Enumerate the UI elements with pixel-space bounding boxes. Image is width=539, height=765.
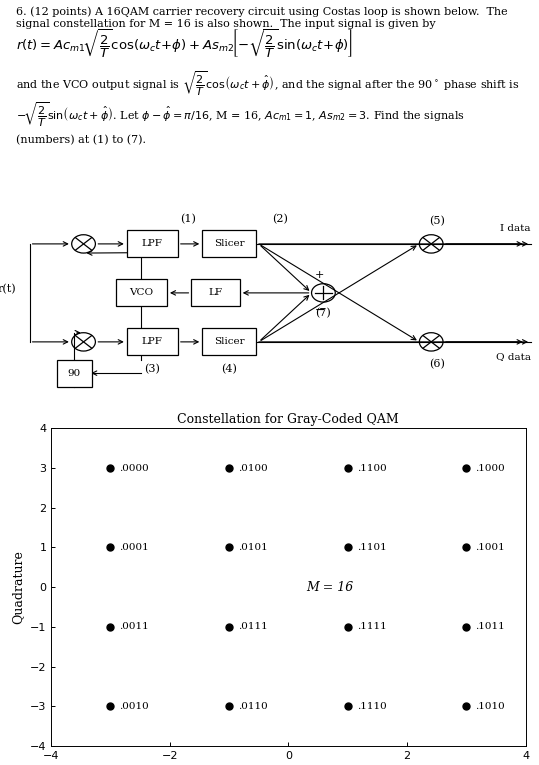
Text: .0001: .0001	[120, 543, 149, 552]
Text: −: −	[315, 304, 325, 317]
Text: I data: I data	[500, 224, 531, 233]
Text: (numbers) at (1) to (7).: (numbers) at (1) to (7).	[16, 135, 146, 145]
Bar	[127, 230, 178, 258]
Text: .0000: .0000	[120, 464, 149, 473]
Text: Q data: Q data	[496, 353, 531, 361]
Text: LF: LF	[209, 288, 223, 298]
Text: (4): (4)	[221, 364, 237, 374]
Text: VCO: VCO	[129, 288, 154, 298]
Text: (6): (6)	[429, 360, 445, 369]
Bar	[202, 230, 256, 258]
Text: $-\!\sqrt{\dfrac{2}{T}}\sin\!\left(\omega_c t+\hat{\phi}\right)$. Let $\phi-\hat: $-\!\sqrt{\dfrac{2}{T}}\sin\!\left(\omeg…	[16, 100, 465, 129]
Text: 6. (12 points) A 16QAM carrier recovery circuit using Costas loop is shown below: 6. (12 points) A 16QAM carrier recovery …	[16, 6, 508, 17]
Text: .1110: .1110	[357, 702, 386, 711]
Text: (7): (7)	[315, 308, 331, 319]
Text: LPF: LPF	[142, 337, 163, 347]
Text: .1111: .1111	[357, 622, 386, 631]
Text: and the VCO output signal is $\sqrt{\dfrac{2}{T}}\cos\!\left(\omega_c t+\hat{\ph: and the VCO output signal is $\sqrt{\dfr…	[16, 69, 520, 98]
Text: LPF: LPF	[142, 239, 163, 249]
Text: signal constellation for M = 16 is also shown.  The input signal is given by: signal constellation for M = 16 is also …	[16, 19, 436, 29]
Text: .0100: .0100	[238, 464, 268, 473]
Bar	[116, 279, 167, 307]
Text: r(t): r(t)	[0, 284, 16, 294]
Text: Slicer: Slicer	[214, 239, 244, 249]
Bar	[127, 328, 178, 356]
Text: .0010: .0010	[120, 702, 149, 711]
Text: $r(t) = Ac_{m1}\!\sqrt{\dfrac{2}{T}}\cos(\omega_c t\!+\!\phi) + As_{m2}\!\left[-: $r(t) = Ac_{m1}\!\sqrt{\dfrac{2}{T}}\cos…	[16, 28, 354, 60]
Text: .1010: .1010	[475, 702, 505, 711]
Text: .1011: .1011	[475, 622, 505, 631]
Text: .1101: .1101	[357, 543, 386, 552]
Text: (2): (2)	[272, 213, 288, 224]
Text: .0101: .0101	[238, 543, 268, 552]
Text: .1001: .1001	[475, 543, 505, 552]
Bar	[57, 360, 92, 386]
Y-axis label: Quadrature: Quadrature	[11, 550, 24, 624]
Text: (3): (3)	[144, 364, 160, 374]
Bar	[202, 328, 256, 356]
Text: .1100: .1100	[357, 464, 386, 473]
Text: .0111: .0111	[238, 622, 268, 631]
Text: M = 16: M = 16	[306, 581, 354, 594]
Text: 90: 90	[67, 369, 81, 378]
Text: Slicer: Slicer	[214, 337, 244, 347]
Bar	[191, 279, 240, 307]
Text: .1000: .1000	[475, 464, 505, 473]
Text: .0110: .0110	[238, 702, 268, 711]
Text: (5): (5)	[429, 216, 445, 226]
Title: Constellation for Gray-Coded QAM: Constellation for Gray-Coded QAM	[177, 413, 399, 426]
Text: .0011: .0011	[120, 622, 149, 631]
Text: +: +	[315, 269, 324, 279]
Text: (1): (1)	[181, 213, 196, 224]
